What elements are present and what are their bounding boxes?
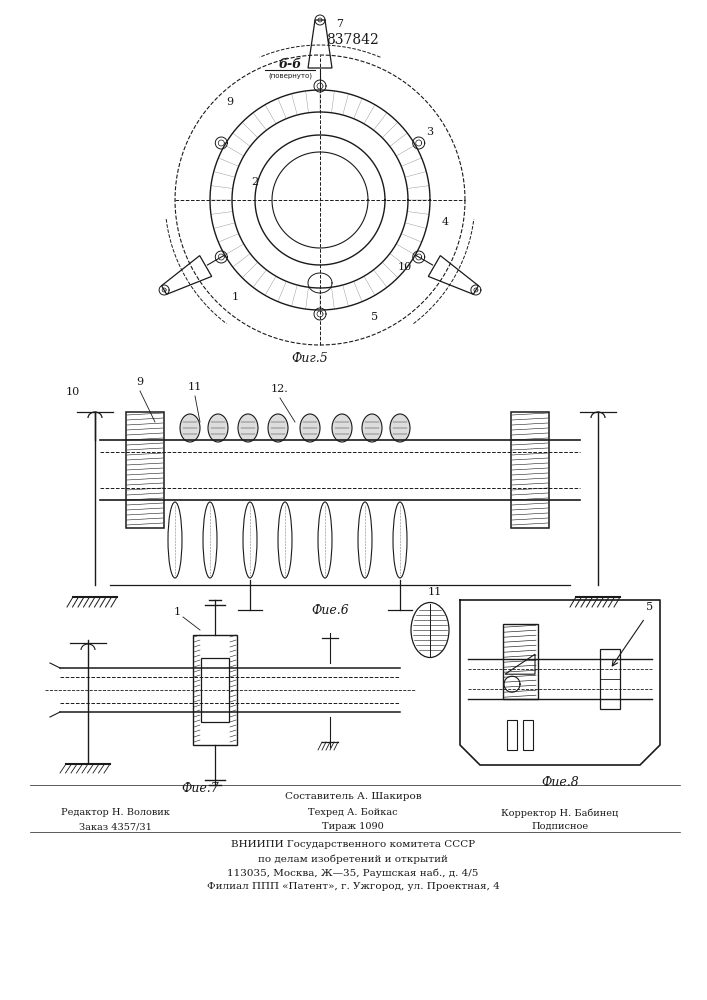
Text: Фиг.5: Фиг.5 (291, 352, 328, 364)
Text: б-б: б-б (279, 58, 302, 72)
Text: 2: 2 (252, 177, 259, 187)
Text: 12.: 12. (271, 384, 289, 394)
Ellipse shape (300, 414, 320, 442)
Text: 837842: 837842 (327, 33, 380, 47)
Text: 3: 3 (426, 127, 433, 137)
Text: 9: 9 (136, 377, 144, 387)
Text: Техред А. Бойкас: Техред А. Бойкас (308, 808, 398, 817)
Ellipse shape (362, 414, 382, 442)
Text: 113035, Москва, Ж—35, Раушская наб., д. 4/5: 113035, Москва, Ж—35, Раушская наб., д. … (228, 868, 479, 878)
Text: 11: 11 (188, 382, 202, 392)
Text: Тираж 1090: Тираж 1090 (322, 822, 384, 831)
Ellipse shape (390, 414, 410, 442)
Text: Редактор Н. Воловик: Редактор Н. Воловик (61, 808, 170, 817)
Ellipse shape (238, 414, 258, 442)
Text: 5: 5 (646, 602, 653, 612)
Ellipse shape (208, 414, 228, 442)
Text: ВНИИПИ Государственного комитета СССР: ВНИИПИ Государственного комитета СССР (231, 840, 475, 849)
Text: 1: 1 (231, 292, 238, 302)
Text: Фие.7: Фие.7 (181, 782, 219, 796)
Bar (511, 412, 549, 528)
Ellipse shape (180, 414, 200, 442)
Text: 4: 4 (441, 217, 448, 227)
Text: 10: 10 (398, 262, 412, 272)
Text: Подписное: Подписное (532, 822, 588, 831)
Bar (126, 412, 164, 528)
Text: Корректор Н. Бабинец: Корректор Н. Бабинец (501, 808, 619, 818)
Text: по делам изобретений и открытий: по делам изобретений и открытий (258, 854, 448, 863)
Text: 5: 5 (371, 312, 378, 322)
Text: 7: 7 (337, 19, 344, 29)
Text: 1: 1 (173, 607, 180, 617)
Bar (503, 624, 538, 699)
Text: 11: 11 (428, 587, 442, 597)
Ellipse shape (268, 414, 288, 442)
Text: (повернуто): (повернуто) (268, 73, 312, 79)
Text: Составитель А. Шакиров: Составитель А. Шакиров (285, 792, 421, 801)
Text: 10: 10 (66, 387, 80, 397)
Ellipse shape (332, 414, 352, 442)
Text: 9: 9 (226, 97, 233, 107)
Text: Заказ 4357/31: Заказ 4357/31 (78, 822, 151, 831)
Text: Филиал ППП «Патент», г. Ужгород, ул. Проектная, 4: Филиал ППП «Патент», г. Ужгород, ул. Про… (206, 882, 499, 891)
Bar (201, 658, 229, 722)
Bar (600, 649, 620, 709)
Bar (193, 635, 237, 745)
Text: Фие.8: Фие.8 (541, 776, 579, 790)
Text: Фие.6: Фие.6 (311, 603, 349, 616)
Bar (523, 720, 533, 750)
Bar (507, 720, 517, 750)
